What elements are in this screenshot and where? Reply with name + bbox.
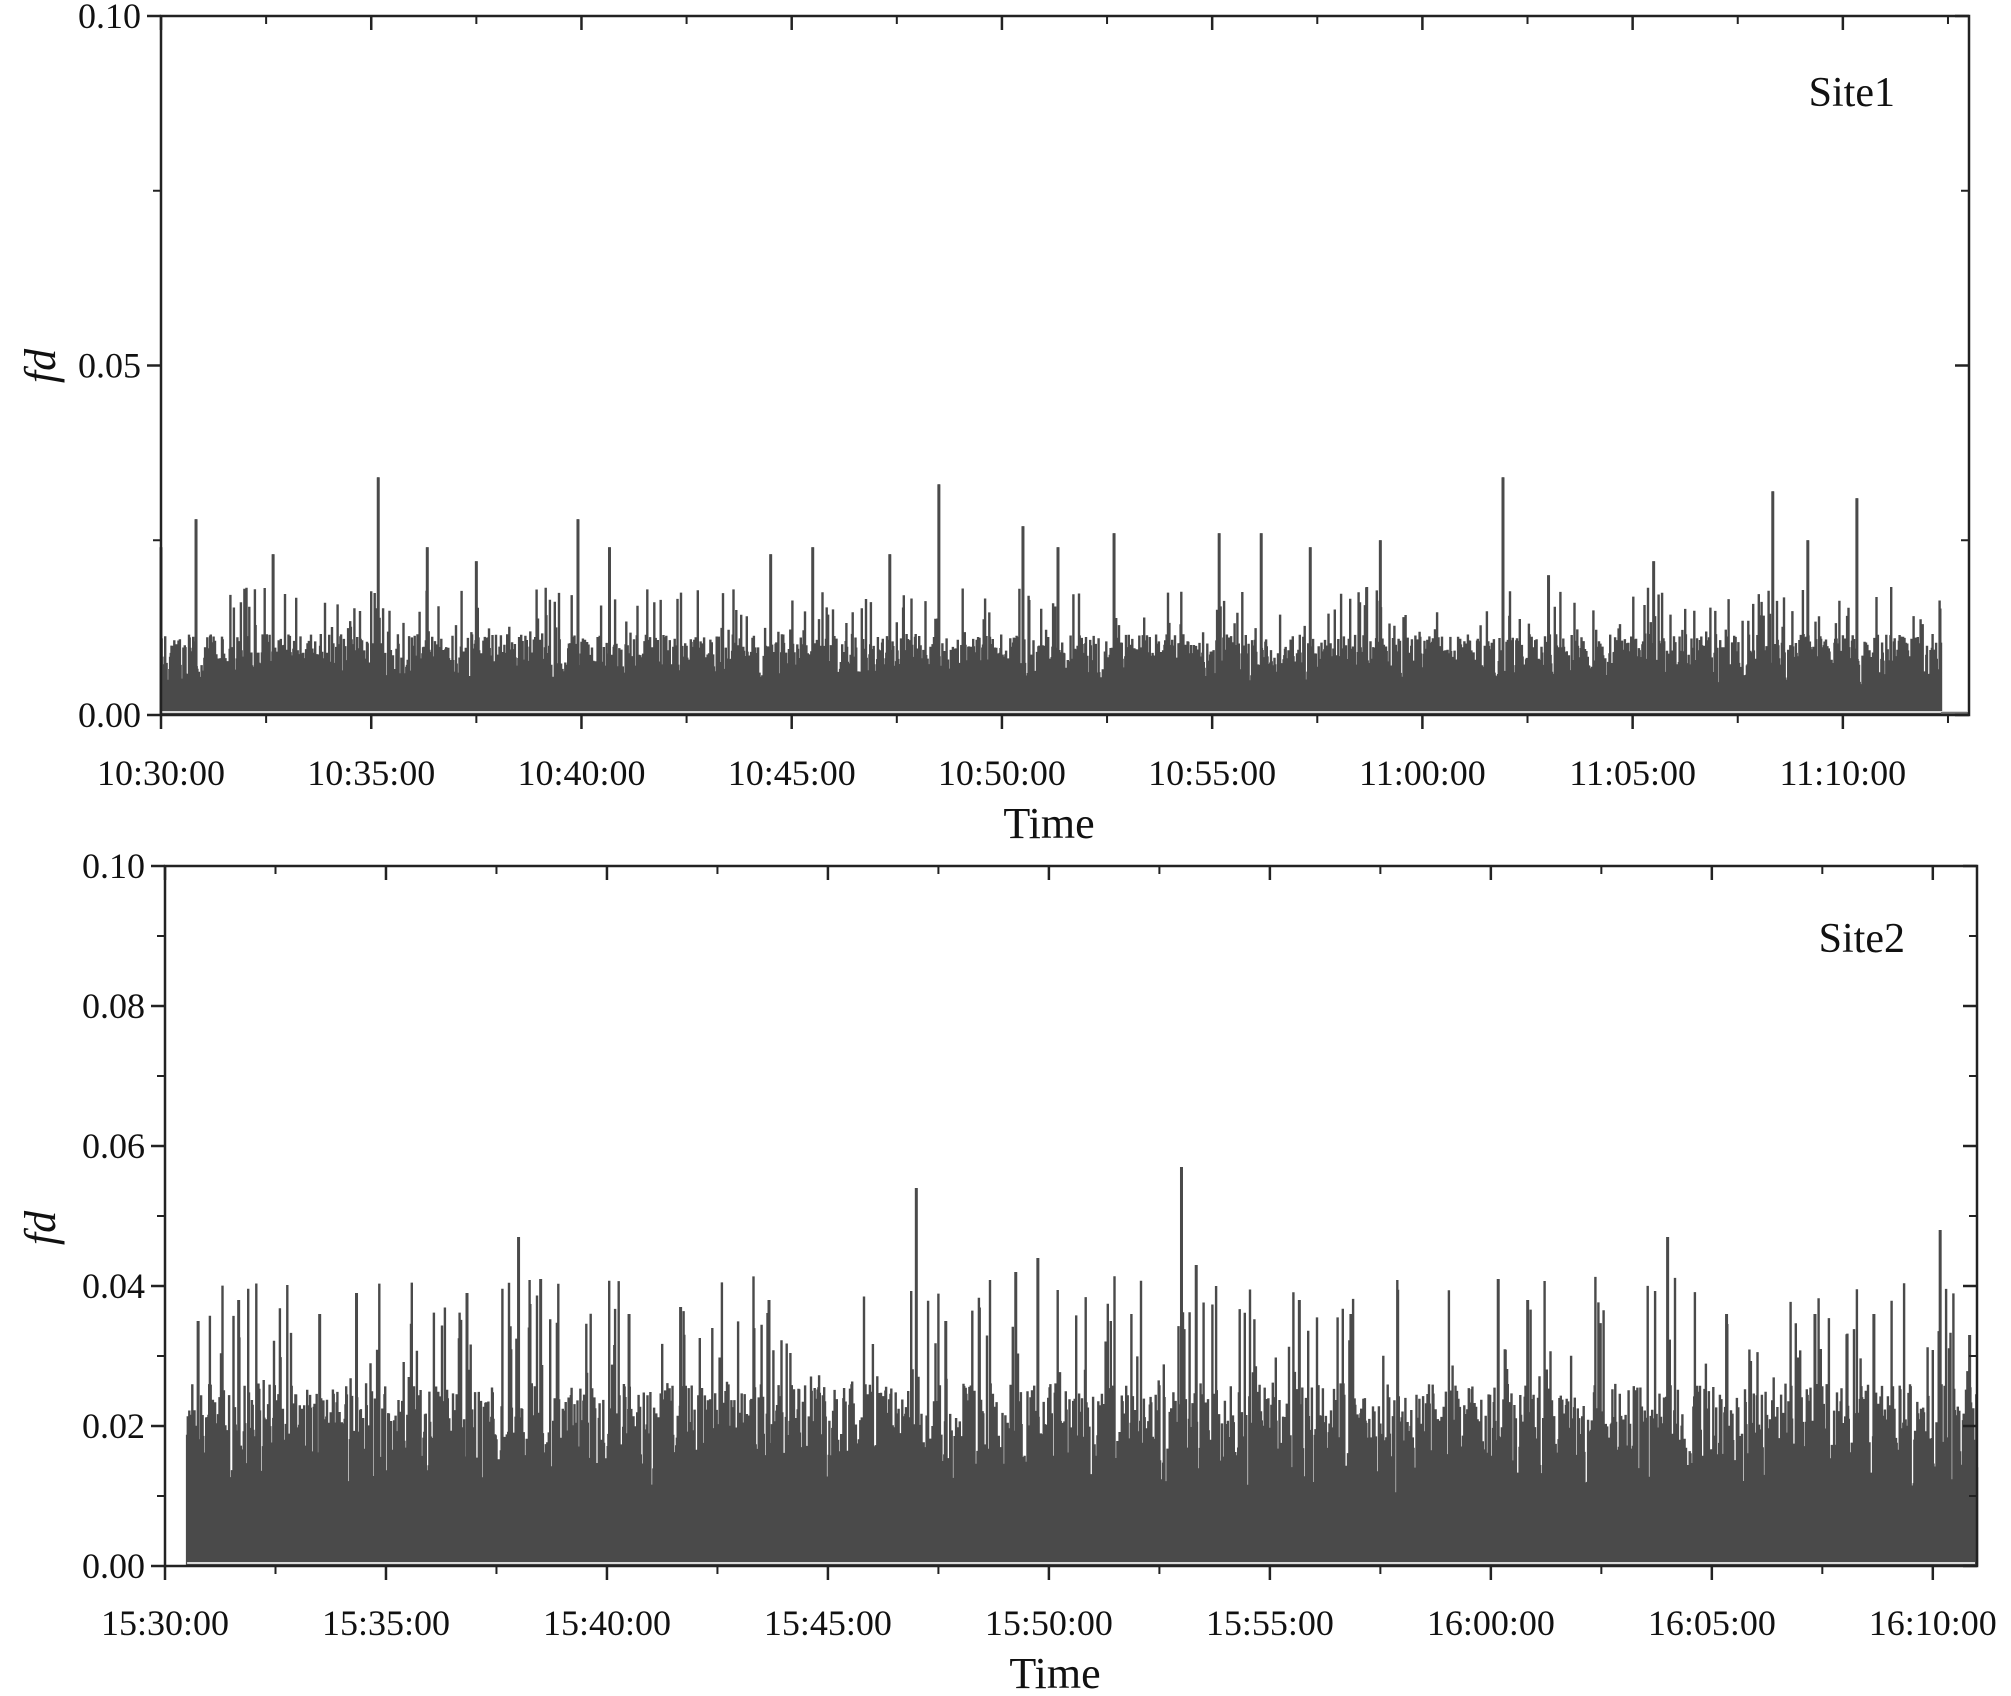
y-axis: 0.00 0.05 0.10 [78, 0, 1969, 735]
x-tick-label: 10:55:00 [1148, 753, 1276, 793]
x-tick-label: 16:00:00 [1427, 1603, 1555, 1643]
x-tick-label: 11:00:00 [1359, 753, 1486, 793]
x-tick-label: 11:10:00 [1780, 753, 1907, 793]
plot-frame [159, 14, 1971, 717]
y-axis-title: fd [16, 1210, 65, 1245]
chart-site2: 15:30:00 15:35:00 15:40:00 15:45:00 15:50:00… [16, 846, 1997, 1696]
y-tick-label: 0.04 [82, 1266, 145, 1306]
x-tick-label: 15:35:00 [322, 1603, 450, 1643]
chart-site1: 10:30:00 10:35:00 10:40:00 10:45:00 10:50:00… [16, 0, 1971, 848]
y-tick-label: 0.00 [78, 695, 141, 735]
panel-label: Site2 [1819, 916, 1905, 962]
data-series [185, 1167, 1979, 1566]
x-tick-label: 15:40:00 [543, 1603, 671, 1643]
y-tick-label: 0.10 [82, 846, 145, 886]
x-tick-label: 15:50:00 [985, 1603, 1113, 1643]
y-tick-label: 0.02 [82, 1406, 145, 1446]
data-series [159, 477, 1969, 715]
x-tick-label: 10:30:00 [97, 753, 225, 793]
y-tick-label: 0.05 [78, 346, 141, 386]
x-tick-label: 10:40:00 [517, 753, 645, 793]
x-tick-label: 16:05:00 [1648, 1603, 1776, 1643]
y-tick-label: 0.00 [82, 1546, 145, 1586]
y-tick-label: 0.08 [82, 986, 145, 1026]
x-tick-label: 15:45:00 [764, 1603, 892, 1643]
series-bars [185, 1167, 1979, 1566]
y-axis-title: fd [16, 348, 65, 383]
x-axis: 10:30:00 10:35:00 10:40:00 10:45:00 10:50:00… [97, 16, 1949, 793]
x-axis-title: Time [1009, 1649, 1100, 1696]
x-tick-label: 10:35:00 [307, 753, 435, 793]
x-tick-label: 11:05:00 [1569, 753, 1696, 793]
panel-label: Site1 [1809, 70, 1895, 116]
x-axis: 15:30:00 15:35:00 15:40:00 15:45:00 15:50:00… [101, 866, 1997, 1643]
y-axis: 0.00 0.02 0.04 0.06 0.08 0.10 [82, 846, 1977, 1586]
x-tick-label: 15:30:00 [101, 1603, 229, 1643]
x-axis-title: Time [1003, 799, 1094, 848]
y-tick-label: 0.06 [82, 1126, 145, 1166]
y-tick-label: 0.10 [78, 0, 141, 36]
x-tick-label: 15:55:00 [1206, 1603, 1334, 1643]
x-tick-label: 10:50:00 [938, 753, 1066, 793]
x-tick-label: 16:10:00 [1869, 1603, 1997, 1643]
x-tick-label: 10:45:00 [728, 753, 856, 793]
